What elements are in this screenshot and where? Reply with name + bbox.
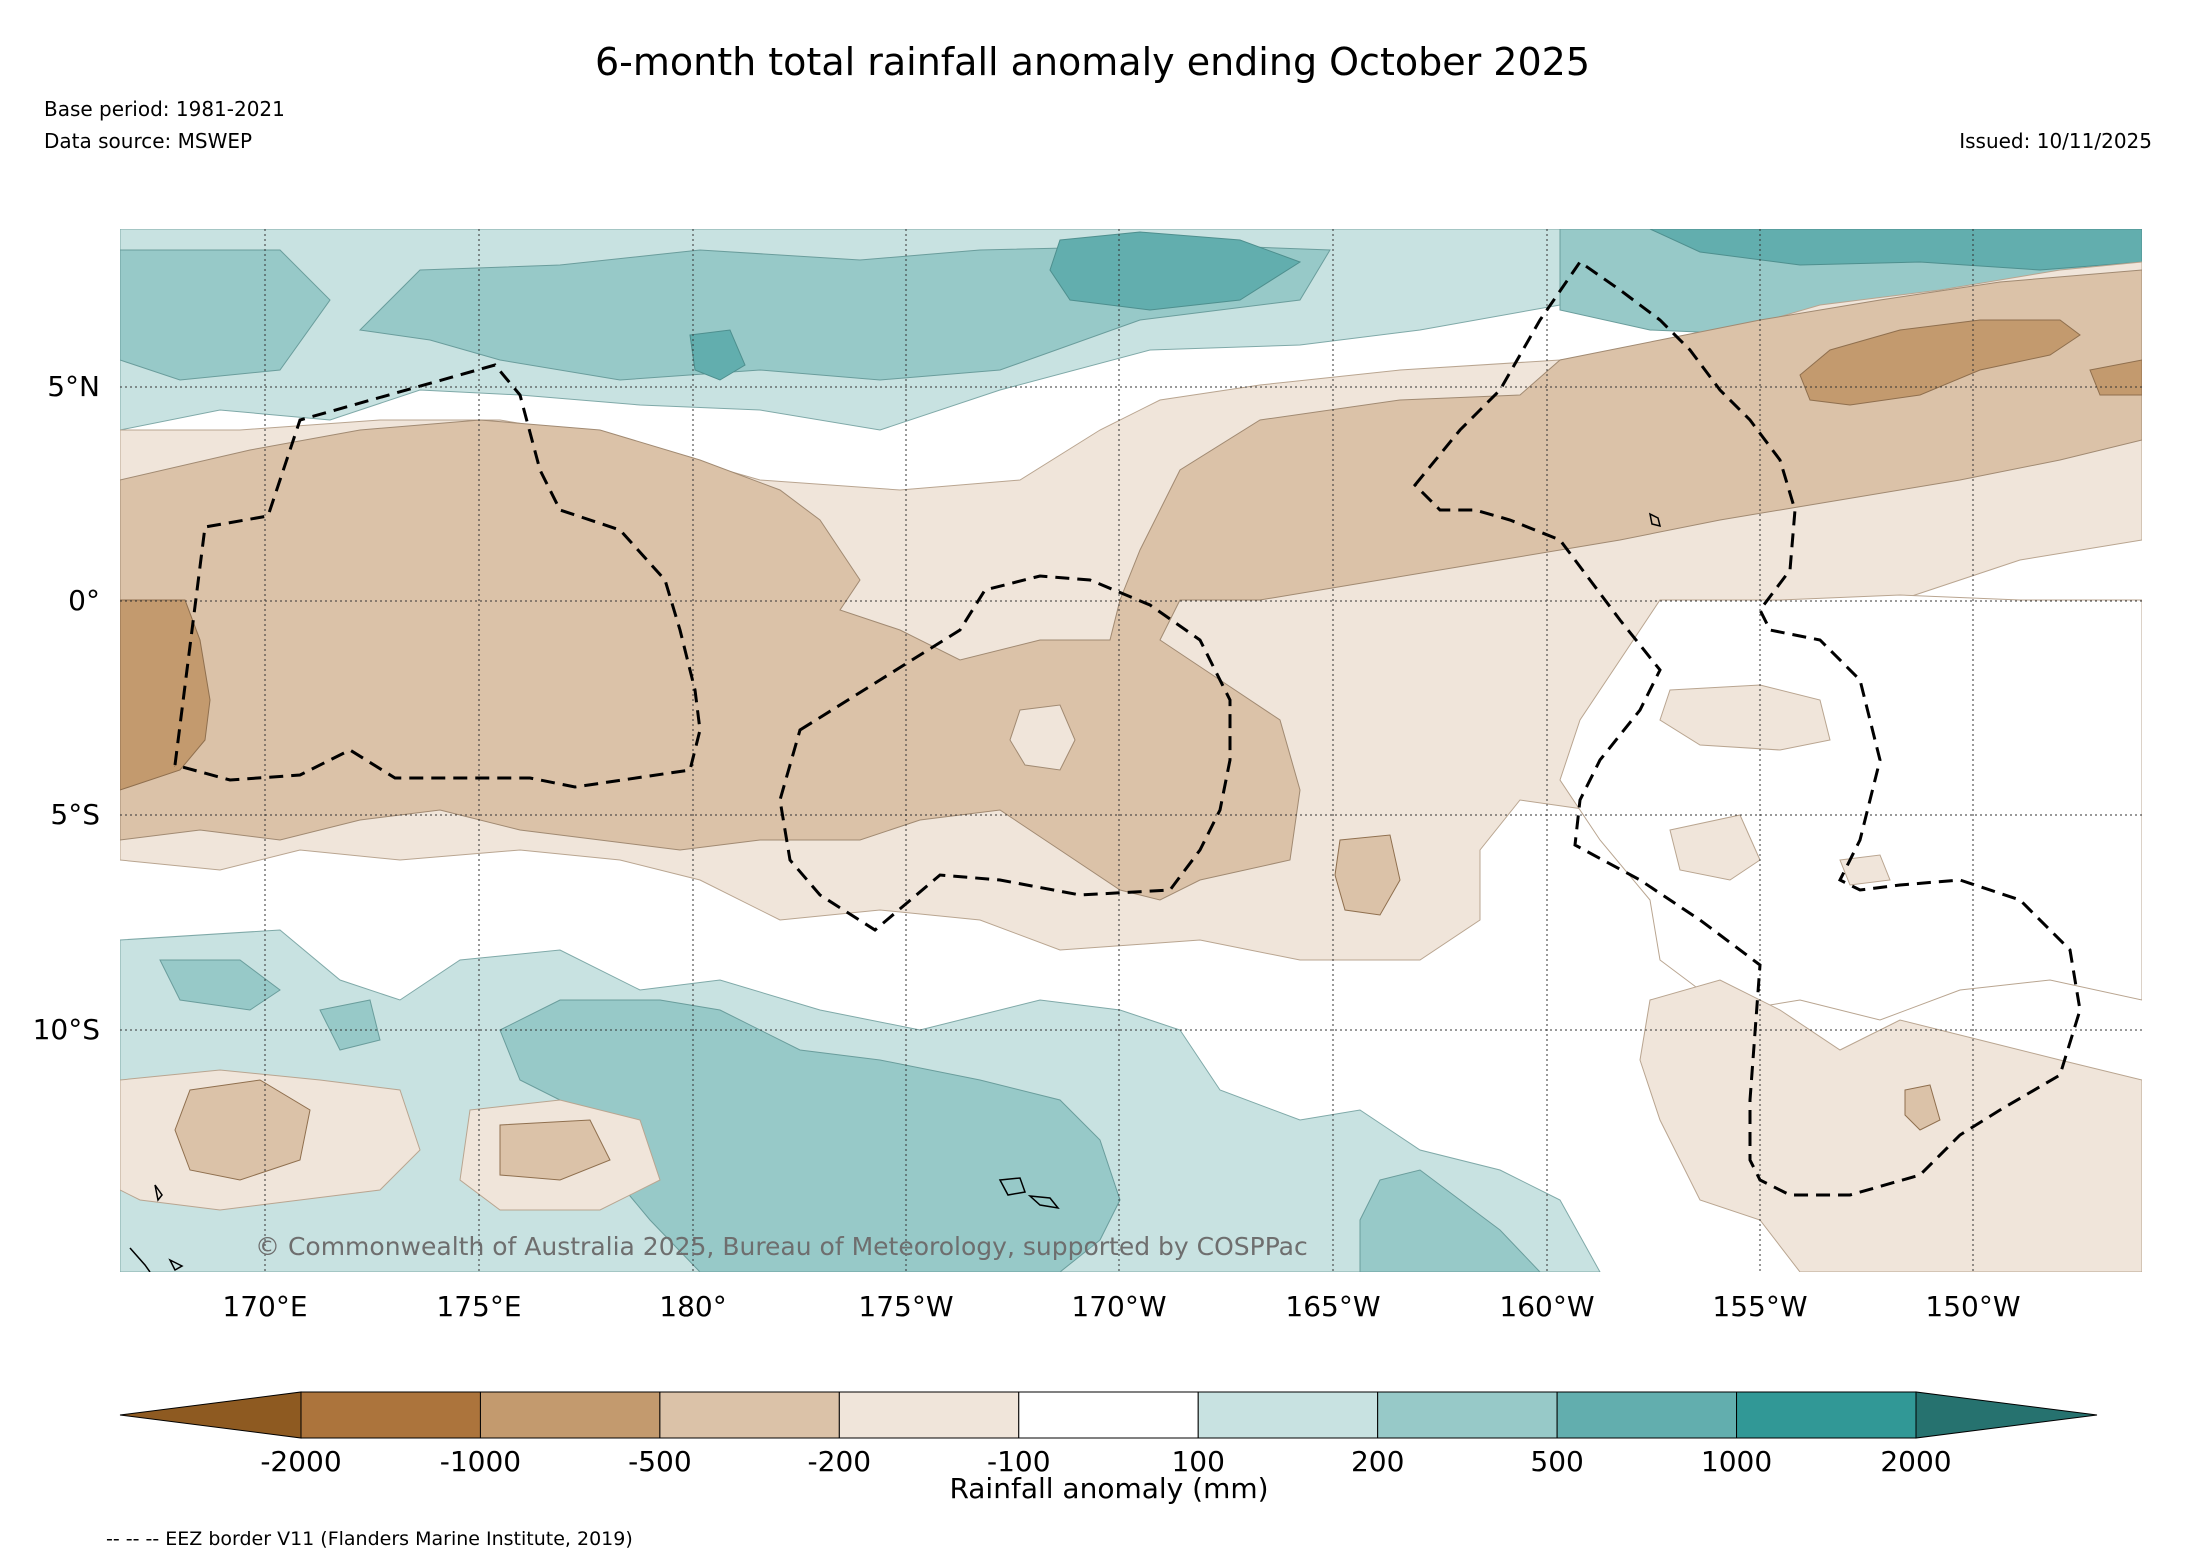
wet-region-north-east-core [1649, 229, 2142, 271]
lon-label-160w: 160°W [1499, 1290, 1594, 1323]
colorbar-extend-low [119, 1391, 302, 1439]
colorbar-segment [1377, 1391, 1558, 1439]
map-gridlines [120, 229, 2142, 1272]
colorbar-extend-high [1915, 1391, 2098, 1439]
issued-date: Issued: 10/11/2025 [1959, 129, 2152, 153]
dry-patch-east-2 [1334, 834, 1401, 916]
colorbar-segment [838, 1391, 1020, 1439]
colorbar-tick: -200 [808, 1445, 872, 1478]
lon-label-175w: 175°W [858, 1290, 953, 1323]
dry-region-southeast [1639, 979, 2142, 1272]
copyright-credit: © Commonwealth of Australia 2025, Bureau… [255, 1232, 1308, 1261]
colorbar-tick-labels: -2000 -1000 -500 -200 -100 100 200 500 1… [260, 1445, 1951, 1478]
dry-region-southwest-core [174, 1079, 611, 1181]
colorbar-tick: -500 [628, 1445, 692, 1478]
dry-patch-southeast-core [1904, 1084, 1941, 1131]
data-source: Data source: MSWEP [44, 129, 253, 153]
lon-label-165w: 165°W [1285, 1290, 1380, 1323]
colorbar-tick: -1000 [440, 1445, 521, 1478]
colorbar-segment [1736, 1391, 1917, 1439]
lon-label-155w: 155°W [1712, 1290, 1807, 1323]
lat-label-0: 0° [68, 584, 100, 617]
lat-label-10s: 10°S [33, 1013, 100, 1046]
colorbar-tick: 500 [1530, 1445, 1583, 1478]
colorbar-segment [300, 1391, 481, 1439]
lat-label-5n: 5°N [47, 370, 100, 403]
colorbar-segment [1556, 1391, 1738, 1439]
colorbar-tick: 2000 [1880, 1445, 1951, 1478]
wet-region-south [159, 959, 1541, 1272]
colorbar [119, 1391, 2098, 1439]
colorbar-segment [479, 1391, 661, 1439]
colorbar-tick: 200 [1351, 1445, 1404, 1478]
map-title: 6-month total rainfall anomaly ending Oc… [594, 40, 1590, 84]
colorbar-tick: 100 [1171, 1445, 1224, 1478]
lon-label-150w: 150°W [1925, 1290, 2020, 1323]
eez-borders [173, 259, 2082, 1197]
colorbar-segment [1018, 1391, 1199, 1439]
lon-label-170w: 170°W [1071, 1290, 1166, 1323]
lon-label-180: 180° [659, 1290, 726, 1323]
lon-label-170e: 170°E [222, 1290, 307, 1323]
lat-label-5s: 5°S [50, 798, 100, 831]
dry-region-equatorial [120, 269, 2142, 901]
base-period: Base period: 1981-2021 [44, 97, 285, 121]
colorbar-tick: -100 [987, 1445, 1051, 1478]
lon-label-175e: 175°E [436, 1290, 521, 1323]
islands [129, 512, 1662, 1272]
wet-region-north-2 [120, 244, 1331, 381]
colorbar-segment [659, 1391, 840, 1439]
map-area: © Commonwealth of Australia 2025, Bureau… [120, 229, 2142, 1272]
colorbar-tick: -2000 [260, 1445, 341, 1478]
colorbar-title: Rainfall anomaly (mm) [949, 1472, 1268, 1505]
dry-region-west-core [120, 599, 211, 791]
colorbar-tick: 1000 [1701, 1445, 1772, 1478]
dry-patch-east-1 [1659, 684, 1891, 886]
colorbar-segment [1197, 1391, 1379, 1439]
eez-legend-note: -- -- -- EEZ border V11 (Flanders Marine… [106, 1528, 633, 1550]
dry-region-interior-hole [1009, 704, 1076, 771]
